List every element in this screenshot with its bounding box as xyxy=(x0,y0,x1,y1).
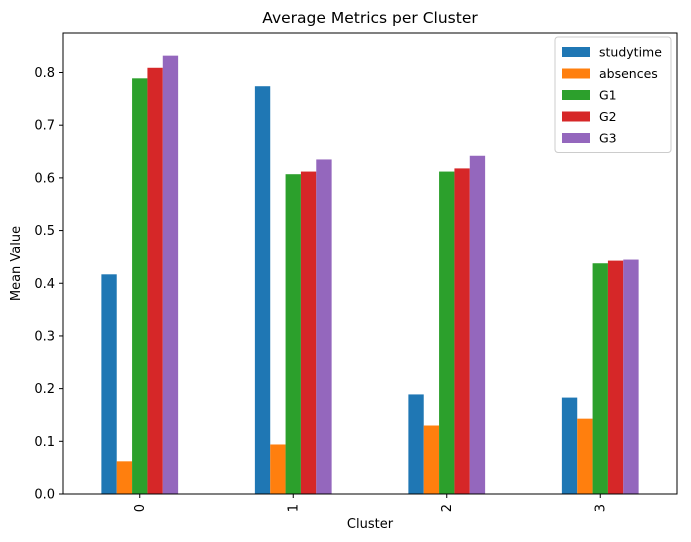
y-tick-label: 0.5 xyxy=(34,224,55,239)
bar-studytime-cluster-1 xyxy=(254,86,271,495)
legend-swatch-absences xyxy=(562,68,590,79)
y-tick-label: 0.7 xyxy=(34,119,55,134)
chart-title: Average Metrics per Cluster xyxy=(262,9,478,27)
x-tick-label: 2 xyxy=(440,504,455,512)
legend-swatch-G1 xyxy=(562,90,590,100)
bar-studytime-cluster-3 xyxy=(561,397,578,494)
y-tick-label: 0.1 xyxy=(34,435,55,450)
bar-absences-cluster-2 xyxy=(423,425,440,494)
bar-G2-cluster-2 xyxy=(454,168,470,494)
y-tick-label: 0.8 xyxy=(34,66,55,81)
bar-absences-cluster-0 xyxy=(116,461,133,494)
legend-label-G1: G1 xyxy=(599,88,617,103)
y-tick-label: 0.6 xyxy=(34,171,55,186)
bar-G1-cluster-3 xyxy=(592,263,608,494)
y-tick-label: 0.2 xyxy=(34,382,55,397)
bar-G2-cluster-0 xyxy=(147,67,163,495)
legend-swatch-G2 xyxy=(562,111,590,122)
y-axis-label: Mean Value xyxy=(9,226,24,301)
y-tick-label: 0.0 xyxy=(34,488,55,503)
bar-studytime-cluster-0 xyxy=(101,274,117,494)
bar-G2-cluster-1 xyxy=(300,171,317,494)
x-tick-label: 0 xyxy=(133,504,148,512)
x-tick-label: 1 xyxy=(286,504,301,512)
x-tick-label: 3 xyxy=(593,504,608,512)
bar-G2-cluster-3 xyxy=(607,260,624,494)
y-tick-label: 0.3 xyxy=(34,329,55,344)
legend-swatch-G3 xyxy=(562,133,590,143)
bar-absences-cluster-1 xyxy=(270,444,286,494)
x-axis-label: Cluster xyxy=(347,517,394,532)
legend-swatch-studytime xyxy=(562,47,590,57)
bar-absences-cluster-3 xyxy=(577,418,593,494)
bar-G3-cluster-0 xyxy=(162,55,179,495)
ticks-layer: 0.0 0.1 0.2 0.3 0.4 0.5 0.6 0.7 0.8 0 1 2 3 xyxy=(34,66,608,512)
bars-layer xyxy=(101,55,639,495)
legend-box xyxy=(554,36,672,153)
plot-frame xyxy=(62,32,678,495)
bar-G1-cluster-0 xyxy=(132,78,148,494)
legend-label-absences: absences xyxy=(599,66,658,81)
bar-G3-cluster-3 xyxy=(623,259,639,494)
legend-label-G3: G3 xyxy=(599,131,617,146)
bar-G3-cluster-2 xyxy=(469,155,486,494)
y-tick-label: 0.4 xyxy=(34,277,55,292)
legend-label-G2: G2 xyxy=(599,109,617,124)
legend: studytime absences G1 G2 G3 xyxy=(554,36,672,153)
bar-G1-cluster-1 xyxy=(285,174,301,494)
bar-studytime-cluster-2 xyxy=(408,394,424,494)
bar-G3-cluster-1 xyxy=(316,159,332,494)
legend-label-studytime: studytime xyxy=(599,45,662,60)
bar-G1-cluster-2 xyxy=(439,171,455,494)
